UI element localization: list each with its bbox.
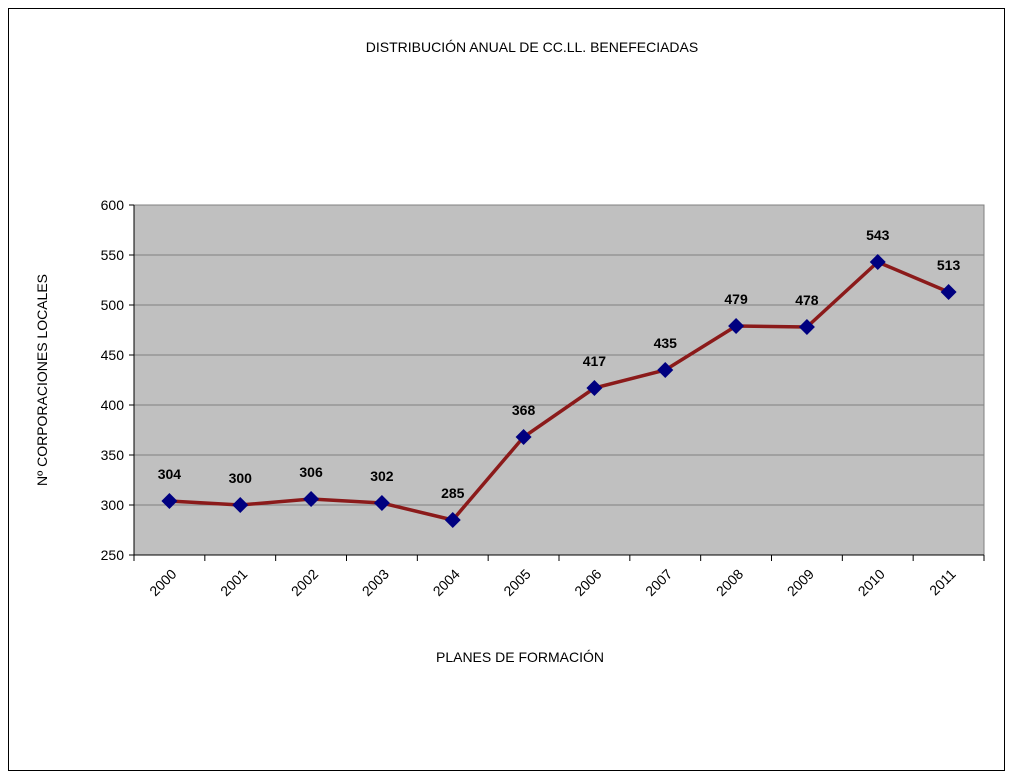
y-tick-label: 550 bbox=[101, 247, 125, 263]
data-label: 478 bbox=[795, 292, 819, 308]
marker bbox=[444, 512, 461, 528]
marker bbox=[515, 429, 532, 445]
marker bbox=[940, 284, 957, 300]
marker bbox=[657, 362, 674, 378]
y-tick-label: 600 bbox=[101, 197, 125, 213]
data-label: 302 bbox=[370, 468, 394, 484]
data-label: 417 bbox=[583, 353, 607, 369]
data-label: 435 bbox=[654, 335, 678, 351]
y-axis-title: Nº CORPORACIONES LOCALES bbox=[34, 274, 50, 486]
data-label: 304 bbox=[158, 466, 182, 482]
marker bbox=[161, 493, 178, 509]
marker bbox=[303, 491, 320, 507]
marker bbox=[798, 319, 815, 335]
y-tick-label: 500 bbox=[101, 297, 125, 313]
marker bbox=[232, 497, 249, 513]
y-tick-label: 250 bbox=[101, 547, 125, 563]
y-tick-label: 450 bbox=[101, 347, 125, 363]
y-tick-label: 400 bbox=[101, 397, 125, 413]
data-label: 300 bbox=[229, 470, 253, 486]
line bbox=[169, 259, 950, 522]
x-axis-title: PLANES DE FORMACIÓN bbox=[436, 649, 604, 665]
data-label: 479 bbox=[724, 291, 748, 307]
data-label: 543 bbox=[866, 227, 890, 243]
marker bbox=[373, 495, 390, 511]
plot-area bbox=[133, 204, 985, 556]
marker bbox=[869, 254, 886, 270]
marker bbox=[586, 380, 603, 396]
data-label: 513 bbox=[937, 257, 961, 273]
data-label: 285 bbox=[441, 485, 465, 501]
marker bbox=[728, 318, 745, 334]
y-tick-label: 350 bbox=[101, 447, 125, 463]
data-label: 368 bbox=[512, 402, 536, 418]
y-tick-label: 300 bbox=[101, 497, 125, 513]
data-label: 306 bbox=[299, 464, 323, 480]
chart-title: DISTRIBUCIÓN ANUAL DE CC.LL. BENEFECIADA… bbox=[366, 39, 698, 55]
